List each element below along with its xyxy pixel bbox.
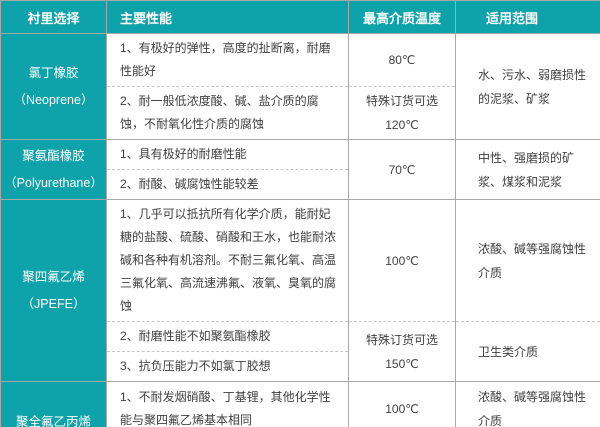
temperature-cell: 特殊订货可选 150℃ xyxy=(348,321,456,382)
temperature-cell: 80℃ xyxy=(348,33,456,87)
table-row: 聚全氟乙丙烯 （F46） 1、不耐发烟硝酸、丁基锂，其他化学性能与聚四氟乙烯基本… xyxy=(0,381,600,427)
material-cell: 氯丁橡胶 （Neoprene） xyxy=(0,33,107,140)
temperature-value: 150℃ xyxy=(385,356,419,371)
performance-cell: 2、耐酸、碱腐蚀性能较差 xyxy=(106,169,349,200)
material-cell: 聚全氟乙丙烯 （F46） xyxy=(0,381,107,427)
table-row: 聚四氟乙烯 （JPEFE） 1、几乎可以抵抗所有化学介质，能耐妃糖的盐酸、硫酸、… xyxy=(0,199,600,382)
performance-cell: 1、几乎可以抵抗所有化学介质，能耐妃糖的盐酸、硫酸、硝酸和王水，也能耐浓碱和各种… xyxy=(106,199,349,322)
range-cell: 水、污水、弱磨损性的泥浆、矿浆 xyxy=(455,33,600,140)
temperature-cell: 100℃ xyxy=(348,199,456,322)
temperature-cell: 100℃ xyxy=(348,381,456,427)
col-header-temperature: 最高介质温度 xyxy=(348,0,456,34)
material-name-en: （JPEFE） xyxy=(21,296,86,311)
table-row: 3、抗负压能力不如氯丁胶想 xyxy=(1,351,600,382)
table-row: 2、耐磨性能不如聚氨酯橡胶 特殊订货可选 150℃ 卫生类介质 xyxy=(1,321,600,382)
temperature-cell: 特殊订货可选 120℃ xyxy=(348,86,456,140)
temperature-note: 特殊订货可选 xyxy=(365,94,438,108)
performance-cell: 3、抗负压能力不如氯丁胶想 xyxy=(106,351,349,382)
material-name: 聚四氟乙烯 xyxy=(22,269,85,284)
material-name-en: （Polyurethane） xyxy=(4,175,103,190)
table-row: 氯丁橡胶 （Neoprene） 1、有极好的弹性，高度的扯断离，耐磨性能好 80… xyxy=(0,33,600,140)
material-cell: 聚四氟乙烯 （JPEFE） xyxy=(0,199,107,382)
range-cell: 中性、强磨损的矿浆、煤浆和泥浆 xyxy=(455,139,600,200)
performance-cell: 1、不耐发烟硝酸、丁基锂，其他化学性能与聚四氟乙烯基本相同 xyxy=(106,381,349,427)
range-cell: 浓酸、碱等强腐蚀性介质 xyxy=(455,381,600,427)
temperature-note: 特殊订货可选 xyxy=(365,332,438,347)
performance-cell: 2、耐一般低浓度酸、碱、盐介质的腐蚀，不耐氧化性介质的腐蚀 xyxy=(106,86,349,140)
material-cell: 聚氨酯橡胶 （Polyurethane） xyxy=(0,139,107,200)
table-row: 2、耐一般低浓度酸、碱、盐介质的腐蚀，不耐氧化性介质的腐蚀 特殊订货可选 120… xyxy=(1,86,600,140)
table-row: 2、耐酸、碱腐蚀性能较差 xyxy=(1,169,600,200)
material-name: 氯丁橡胶 xyxy=(28,65,79,80)
material-name-en: （Neoprene） xyxy=(13,92,94,107)
col-header-lining: 衬里选择 xyxy=(0,0,107,34)
col-header-performance: 主要性能 xyxy=(106,0,349,34)
performance-cell: 1、有极好的弹性，高度的扯断离，耐磨性能好 xyxy=(106,33,349,87)
material-name: 聚全氟乙丙烯 xyxy=(15,414,91,427)
range-cell: 卫生类介质 xyxy=(455,321,600,382)
range-cell: 浓酸、碱等强腐蚀性介质 xyxy=(455,199,600,322)
performance-cell: 2、耐磨性能不如聚氨酯橡胶 xyxy=(106,321,349,352)
material-name: 聚氨酯橡胶 xyxy=(22,148,85,163)
temperature-cell: 70℃ xyxy=(348,139,456,200)
header-row: 衬里选择 主要性能 最高介质温度 适用范围 xyxy=(0,0,600,34)
table-row: 聚氨酯橡胶 （Polyurethane） 1、具有极好的耐磨性能 70℃ 中性、… xyxy=(0,139,600,200)
performance-cell: 1、具有极好的耐磨性能 xyxy=(106,139,349,170)
temperature-value: 120℃ xyxy=(385,118,419,132)
col-header-range: 适用范围 xyxy=(455,0,600,34)
